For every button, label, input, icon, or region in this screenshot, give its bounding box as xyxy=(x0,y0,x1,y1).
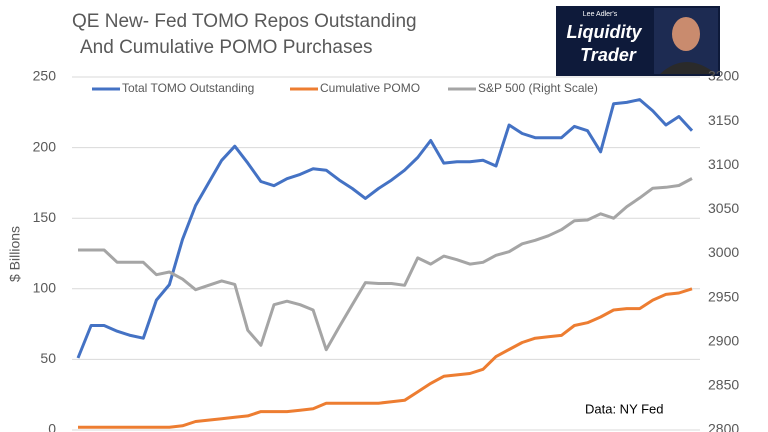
y2-tick-label: 3100 xyxy=(708,156,739,172)
y2-tick-label: 2800 xyxy=(708,421,739,432)
annotation: Data: NY Fed xyxy=(585,401,664,416)
legend-label: S&P 500 (Right Scale) xyxy=(478,81,598,95)
series-line xyxy=(76,98,694,359)
y2-tick-label: 2950 xyxy=(708,288,739,304)
chart-subtitle: And Cumulative POMO Purchases xyxy=(80,37,373,58)
logo: Lee Adler's Liquidity Trader xyxy=(556,6,720,76)
y-tick-label: 50 xyxy=(40,350,56,366)
y-tick-label: 100 xyxy=(33,280,57,296)
logo-line2: Trader xyxy=(580,45,637,65)
y-tick-label: 250 xyxy=(33,68,57,84)
y-tick-label: 150 xyxy=(33,209,57,225)
y2-tick-label: 3050 xyxy=(708,200,739,216)
logo-small: Lee Adler's xyxy=(583,11,618,18)
logo-face xyxy=(672,17,700,51)
y2-tick-label: 3200 xyxy=(708,68,739,84)
y-tick-label: 200 xyxy=(33,138,57,154)
logo-line1: Liquidity xyxy=(567,22,643,42)
legend-label: Total TOMO Outstanding xyxy=(122,81,254,95)
legend-label: Cumulative POMO xyxy=(320,81,420,95)
y2-tick-label: 3000 xyxy=(708,244,739,260)
chart-title: QE New- Fed TOMO Repos Outstanding xyxy=(72,11,417,32)
y-axis-label: $ Billions xyxy=(7,226,23,282)
y2-tick-label: 3150 xyxy=(708,112,739,128)
y-tick-label: 0 xyxy=(48,421,56,432)
series-line xyxy=(78,177,693,352)
logo-suit xyxy=(660,62,716,74)
y2-tick-label: 2900 xyxy=(708,332,739,348)
y2-tick-label: 2850 xyxy=(708,377,739,393)
series-line xyxy=(78,287,693,429)
